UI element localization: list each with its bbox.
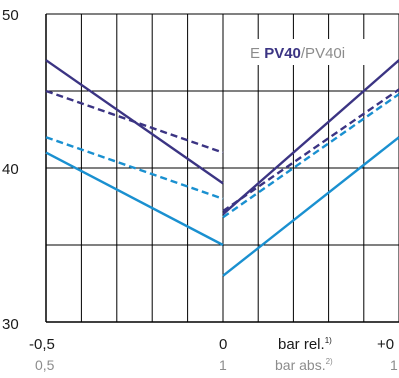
chart-series: [45, 59, 399, 277]
chart-title-model: PV40: [264, 45, 301, 62]
series-4-right-segment: [222, 136, 399, 277]
x-axis-label-absolute-text: bar abs.: [275, 357, 326, 373]
x-tick-label-left: -0,5: [29, 336, 55, 353]
x-tick-sub-right: 1: [390, 357, 398, 373]
series-2-right-segment: [222, 88, 399, 213]
x-axis-label-absolute: bar abs.2): [275, 357, 333, 373]
x-axis-label-relative-text: bar rel.: [278, 336, 325, 353]
y-tick-label-40: 40: [2, 161, 19, 178]
x-axis-label-absolute-sup: 2): [326, 357, 333, 366]
x-axis-label-relative: bar rel.1): [278, 336, 332, 353]
series-3-right-segment: [222, 93, 399, 219]
series-4-left-segment: [45, 151, 224, 247]
x-tick-label-right: +0: [377, 336, 394, 353]
chart-title-prefix: E: [250, 45, 264, 62]
series-3-left-segment: [45, 136, 224, 200]
chart-title-suffix: /PV40i: [301, 45, 345, 62]
y-tick-label-50: 50: [2, 7, 19, 24]
series-2-left-segment: [45, 89, 224, 154]
x-tick-sub-zero: 1: [219, 357, 227, 373]
x-tick-sub-left: 0,5: [35, 357, 55, 373]
chart-grid: [45, 13, 399, 323]
title-background: [240, 39, 374, 65]
x-axis-label-relative-sup: 1): [325, 336, 332, 345]
x-tick-label-zero: 0: [219, 336, 227, 353]
y-tick-label-30: 30: [2, 316, 19, 333]
series-1-right-segment: [222, 59, 399, 216]
chart-title: E PV40/PV40i: [250, 45, 345, 62]
